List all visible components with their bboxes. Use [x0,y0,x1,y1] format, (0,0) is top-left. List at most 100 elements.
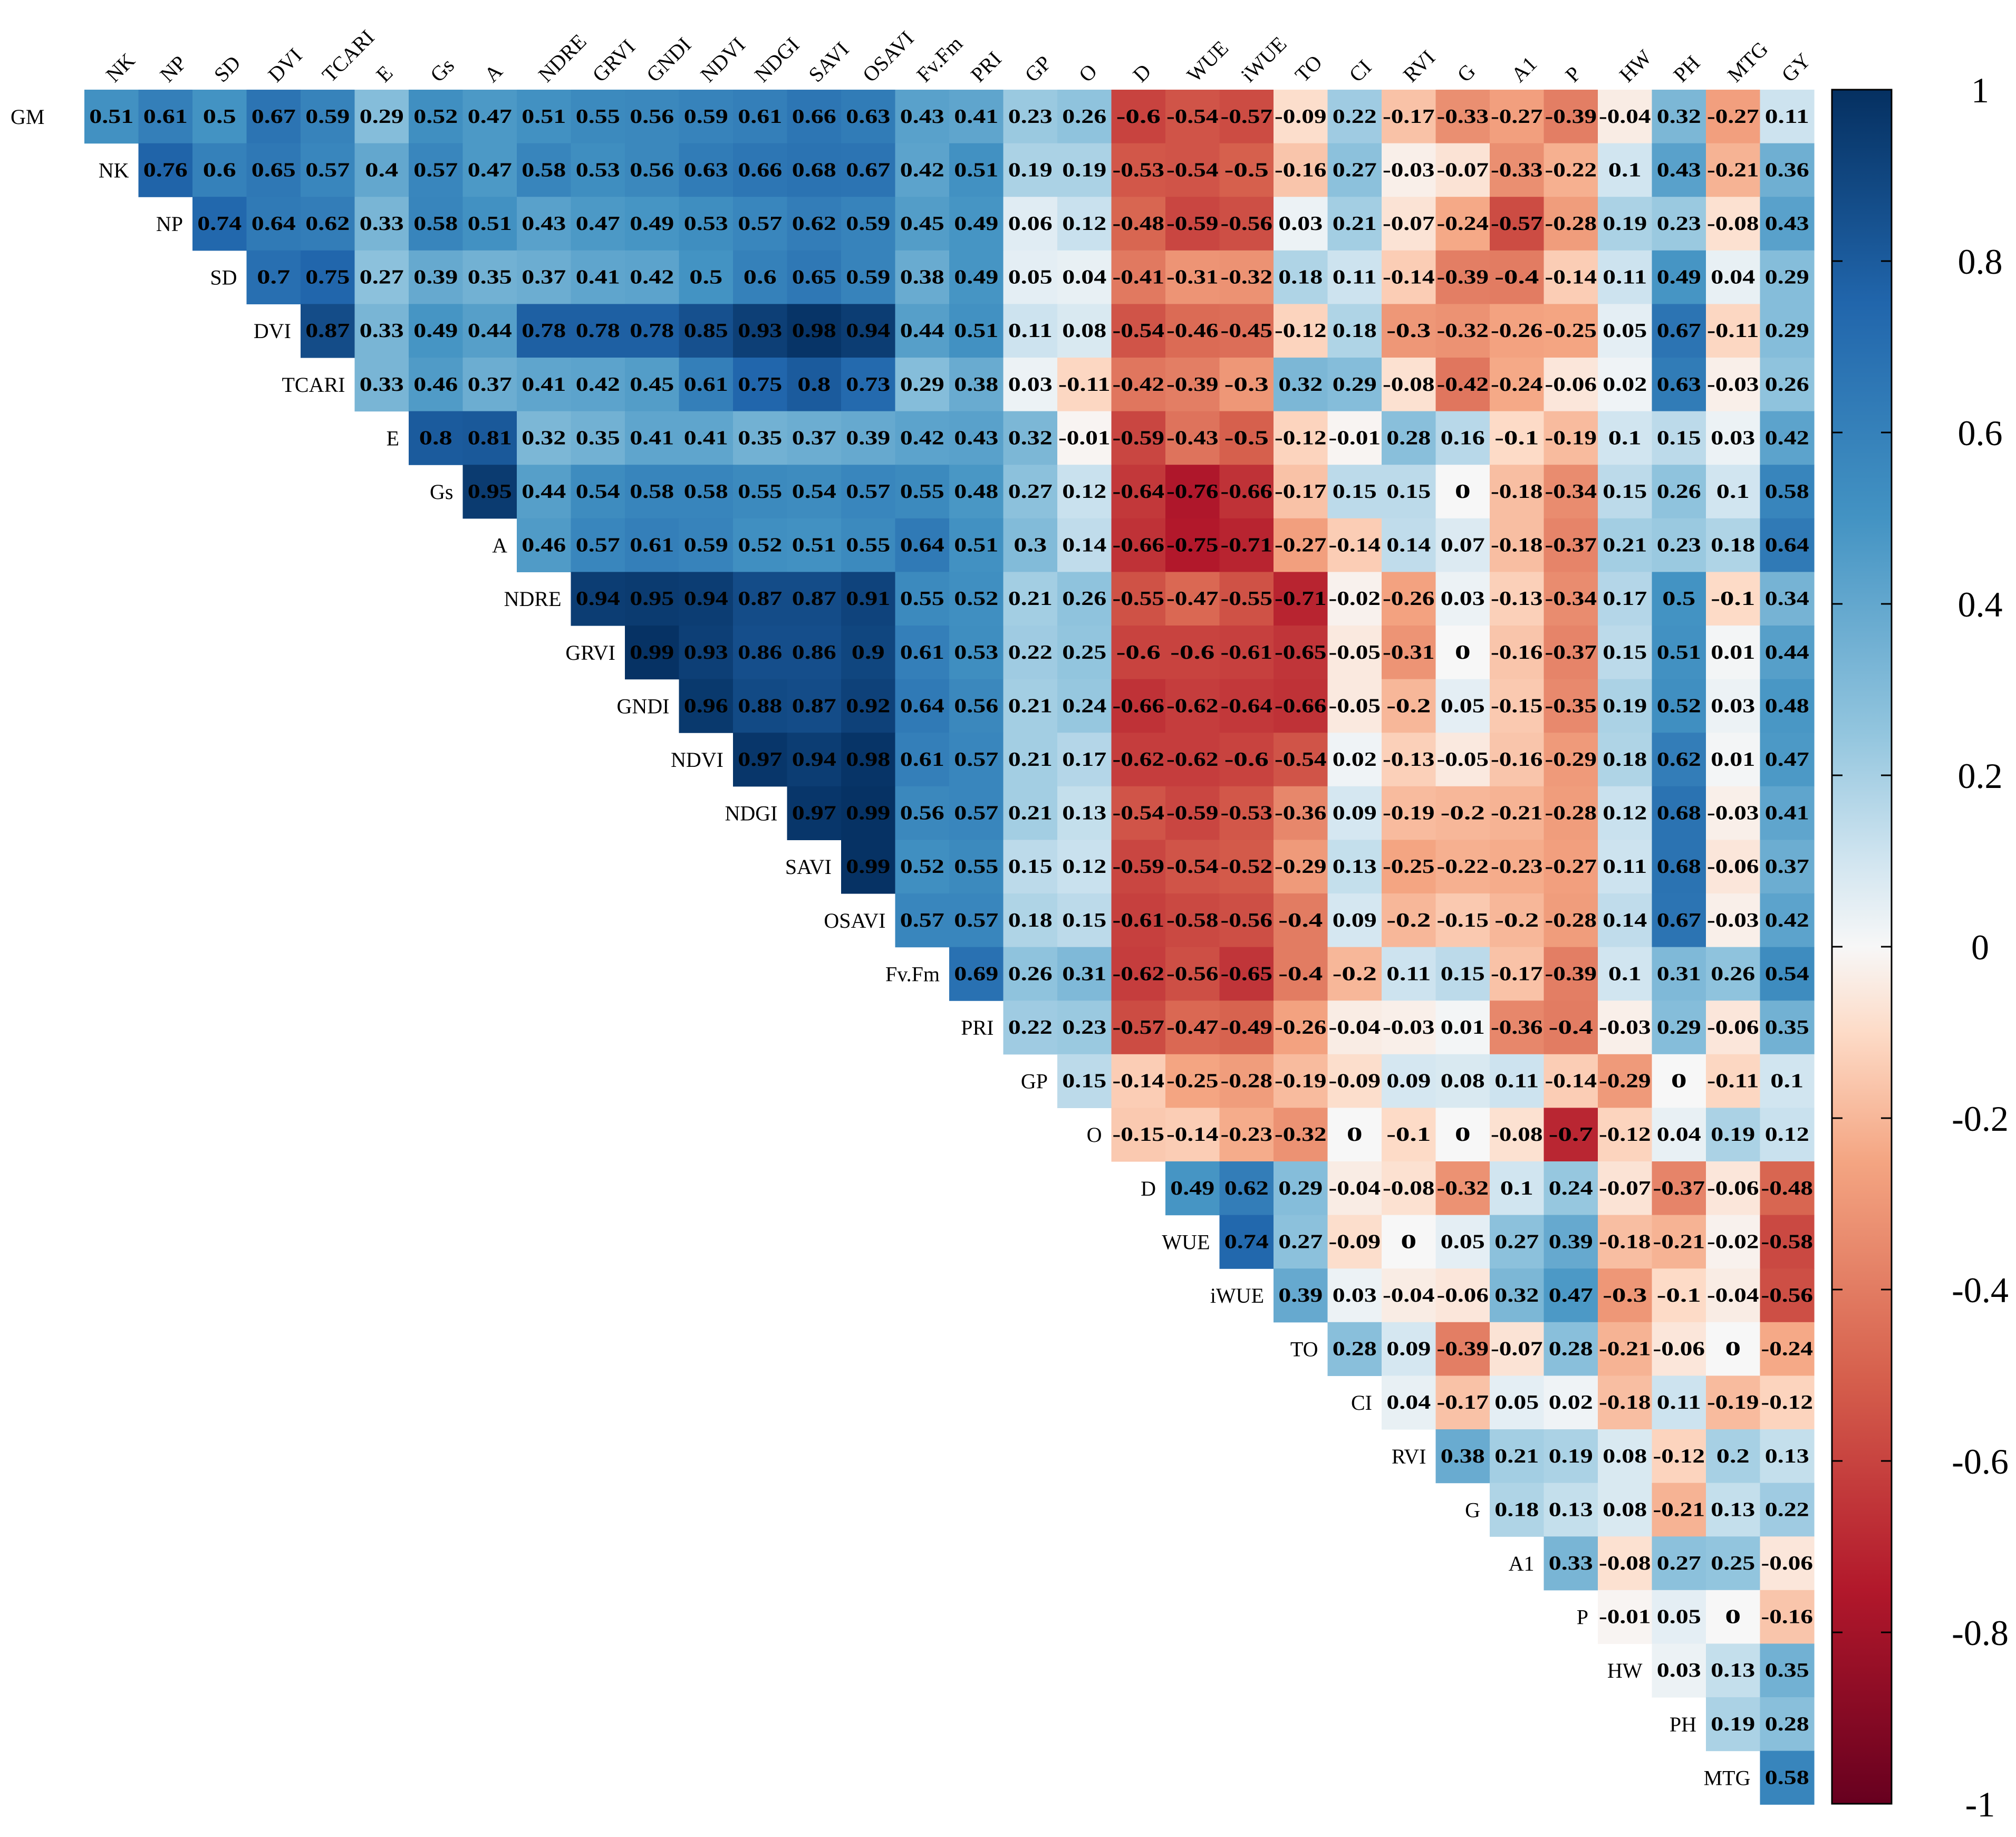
cell-GNDI-O [1057,679,1112,733]
cell-Gs-GP [1003,465,1058,519]
cell-Gs-GRVI [571,465,625,519]
cell-value: -0.08 [1599,1552,1651,1574]
cell-value: 0.12 [1062,855,1106,878]
cell-value: -0.28 [1221,1070,1273,1092]
cell-WUE-MTG [1706,1215,1761,1269]
cell-value: 0.21 [1008,748,1053,771]
cell-Gs-MTG [1706,465,1761,519]
column-label-NK: NK [101,49,140,87]
cell-OSAVI-MTG [1706,893,1761,948]
cell-GP-GY [1760,1054,1815,1108]
cell-value: 0.03 [1008,373,1053,396]
cell-G-P [1544,1483,1598,1537]
cell-SD-GY [1760,250,1815,304]
cell-DVI-iWUE [1219,304,1274,358]
cell-GRVI-O [1057,626,1112,680]
cell-value: -0.54 [1275,748,1327,771]
cell-value: 0.29 [1278,1177,1323,1199]
cell-value: -0.16 [1491,748,1543,771]
cell-NDVI-NDGI [733,733,788,787]
cell-A-GNDI [625,518,680,572]
cell-value: -0.37 [1545,641,1597,663]
cell-SD-GRVI [571,250,625,304]
cell-NDRE-MTG [1706,572,1761,626]
cell-value: 0.13 [1333,855,1377,878]
cell-value: -0.03 [1383,159,1435,181]
cell-value: -0.29 [1599,1070,1651,1092]
cell-value: 0.15 [1603,641,1647,663]
cell-value: 0.18 [1603,748,1647,771]
cell-value: 0.44 [1765,641,1809,663]
cell-value: 0.07 [1441,534,1485,556]
cell-TCARI-E [354,358,409,412]
cell-NDGI-Fv.Fm [895,786,950,840]
cell-value: 0.43 [1657,159,1701,181]
cell-GP-D [1111,1054,1166,1108]
cell-value: -0.62 [1113,748,1165,771]
cell-GM-NDGI [733,90,788,144]
cell-SAVI-P [1544,840,1598,894]
cell-value: -0.24 [1761,1338,1814,1360]
cell-E-Gs [409,411,464,465]
cell-E-RVI [1382,411,1436,465]
cell-value: 0.67 [846,159,890,181]
cell-SD-NDRE [517,250,572,304]
cell-value: 0.03 [1711,695,1755,717]
cell-value: 0.21 [1008,695,1053,717]
cell-value: 0.23 [1657,213,1701,235]
cell-OSAVI-G [1435,893,1490,948]
cell-value: 0.55 [576,105,620,128]
cell-NDRE-A1 [1490,572,1545,626]
cell-value: 0.03 [1657,1659,1701,1681]
cell-NP-O [1057,197,1112,251]
cell-value: 0.74 [1224,1230,1269,1253]
cell-D-TO [1274,1161,1328,1216]
cell-value: -0.65 [1275,641,1327,663]
cell-value: 0.44 [468,320,512,342]
cell-E-TO [1274,411,1328,465]
cell-value: 0.28 [1333,1338,1377,1360]
cell-value: 0.21 [1494,1445,1539,1467]
cell-value: 0.39 [1278,1284,1323,1306]
cell-RVI-HW [1598,1429,1653,1484]
cell-NP-Fv.Fm [895,197,950,251]
cell-GNDI-WUE [1165,679,1220,733]
cell-value: -0.17 [1275,480,1327,503]
cell-E-A1 [1490,411,1545,465]
cell-NDRE-TO [1274,572,1328,626]
cell-GRVI-G [1435,626,1490,680]
cell-value: 0.87 [792,588,836,610]
cell-NDGI-WUE [1165,786,1220,840]
cell-value: 0.36 [1765,159,1809,181]
cell-NDRE-NDGI [733,572,788,626]
cell-NDVI-HW [1598,733,1653,787]
cell-value: -0.18 [1491,534,1543,556]
cell-value: 0.11 [1603,266,1647,288]
cell-value: 0 [1455,480,1471,503]
cell-TCARI-PRI [949,358,1004,412]
cell-WUE-GY [1760,1215,1815,1269]
cell-SAVI-iWUE [1219,840,1274,894]
cell-value: 0 [1725,1338,1741,1360]
row-label-DVI: DVI [254,319,291,343]
cell-value: 0.22 [1333,105,1377,128]
cell-value: 0.53 [954,641,998,663]
cell-PRI-P [1544,1001,1598,1055]
cell-value: 0.21 [1333,213,1377,235]
cell-D-A1 [1490,1161,1545,1216]
cell-value: 0.57 [413,159,458,181]
cell-value: 0.66 [738,159,782,181]
cell-value: 0.09 [1386,1070,1431,1092]
column-label-Gs: Gs [426,53,459,86]
cell-SD-RVI [1382,250,1436,304]
cell-DVI-MTG [1706,304,1761,358]
cell-value: 0.41 [954,105,998,128]
row-label-NDGI: NDGI [725,802,778,825]
cell-value: -0.32 [1275,1123,1327,1146]
cell-HW-MTG [1706,1643,1761,1698]
cell-value: 0.56 [900,802,944,824]
cell-value: 0.9 [852,641,885,663]
cell-value: -0.36 [1491,1016,1543,1038]
cell-value: -0.1 [1711,588,1755,610]
cell-GM-NDRE [517,90,572,144]
